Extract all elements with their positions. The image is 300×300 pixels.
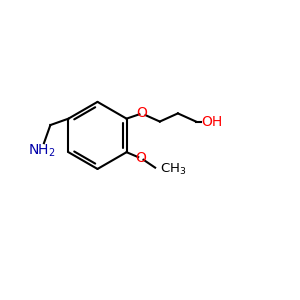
Text: NH$_2$: NH$_2$	[28, 142, 56, 159]
Text: O: O	[136, 106, 147, 120]
Text: CH$_3$: CH$_3$	[160, 162, 187, 177]
Text: O: O	[135, 151, 146, 165]
Text: OH: OH	[202, 115, 223, 129]
